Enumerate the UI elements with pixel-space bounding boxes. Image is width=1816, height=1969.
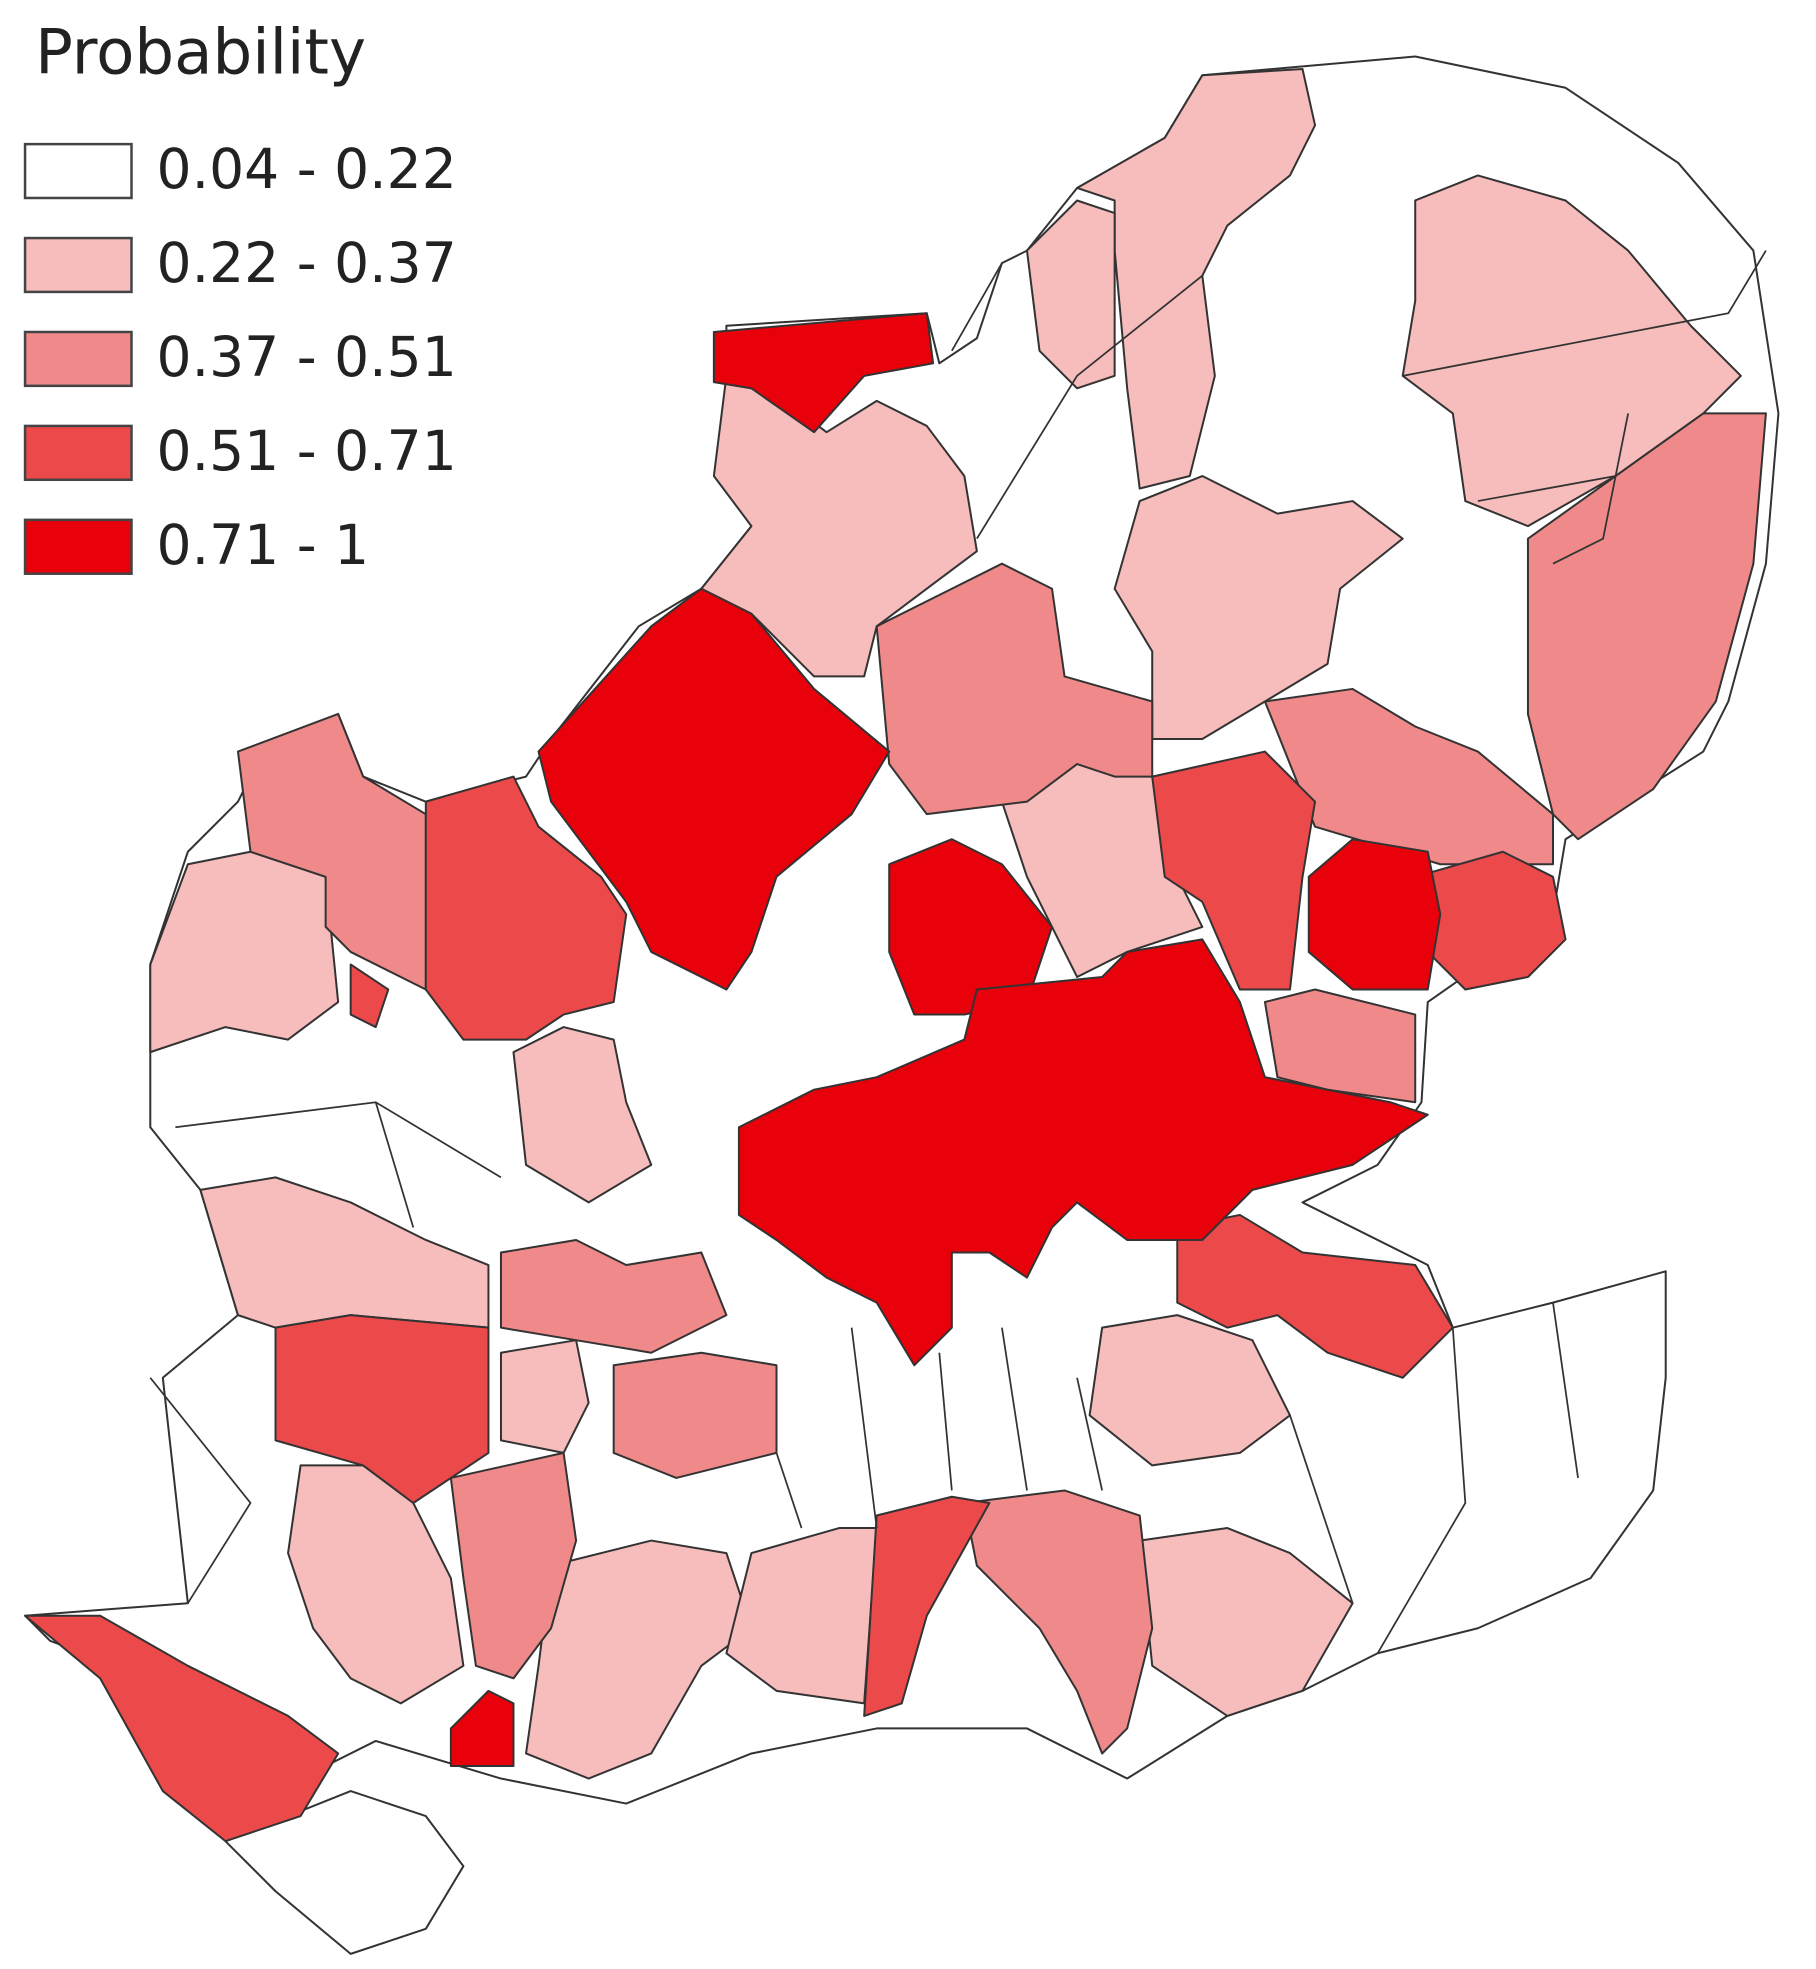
region	[963, 1489, 1154, 1755]
region	[224, 1790, 465, 1955]
district-border	[149, 1377, 252, 1604]
region	[449, 1689, 515, 1768]
region	[499, 1339, 590, 1454]
legend: Probability 0.04 - 0.22 0.22 - 0.37 0.37 -…	[23, 16, 457, 577]
region	[449, 1451, 578, 1680]
district-border	[976, 274, 1203, 540]
district-border	[951, 262, 1003, 352]
region	[1151, 750, 1317, 991]
district-border	[374, 1101, 415, 1228]
region	[24, 1614, 340, 1843]
region	[1526, 412, 1767, 841]
region	[1414, 850, 1567, 991]
legend-swatch	[23, 330, 133, 388]
region	[1263, 988, 1417, 1104]
legend-label: 0.22 - 0.37	[157, 231, 457, 295]
region	[612, 1351, 778, 1479]
region	[712, 312, 935, 434]
legend-swatch	[23, 236, 133, 294]
district-border	[1477, 475, 1616, 502]
legend-label: 0.37 - 0.51	[157, 325, 457, 389]
district-border	[1552, 413, 1629, 565]
region	[1088, 1314, 1291, 1467]
region	[349, 963, 390, 1029]
region	[274, 1314, 490, 1505]
region	[525, 1539, 753, 1780]
regions	[24, 55, 1780, 1955]
district-border	[1552, 1302, 1579, 1479]
region	[1138, 1527, 1354, 1717]
region	[863, 1495, 991, 1717]
region	[1025, 199, 1116, 390]
legend-swatch	[23, 142, 133, 200]
district-border	[775, 1452, 803, 1529]
district-border	[1402, 250, 1767, 377]
region	[737, 938, 1429, 1367]
district-border	[1376, 1327, 1467, 1654]
region	[512, 1026, 653, 1204]
district-border	[1076, 1377, 1103, 1491]
district-border	[1289, 1415, 1354, 1604]
region	[236, 712, 427, 991]
district-border	[850, 1327, 878, 1529]
legend-title: Probability	[35, 16, 366, 89]
region	[149, 850, 340, 1054]
region	[1176, 1213, 1454, 1379]
legend-label: 0.51 - 0.71	[157, 419, 457, 483]
region	[424, 775, 628, 1041]
region	[700, 374, 978, 678]
legend-label: 0.71 - 1	[157, 513, 370, 577]
region	[1307, 838, 1442, 991]
region	[537, 587, 891, 991]
region	[1076, 67, 1317, 490]
legend-swatch	[23, 518, 133, 575]
legend-label: 0.04 - 0.22	[157, 137, 457, 201]
region	[199, 1176, 490, 1329]
region	[1113, 475, 1404, 741]
region	[499, 1238, 728, 1354]
district-border	[1001, 1327, 1028, 1491]
district-border	[938, 1352, 953, 1491]
legend-swatch	[23, 424, 133, 482]
